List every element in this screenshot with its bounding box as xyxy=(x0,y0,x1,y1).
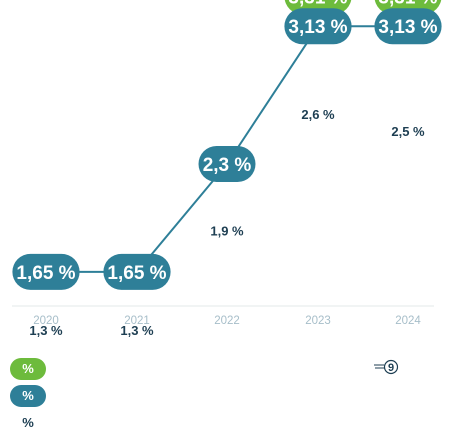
x-tick-label: 2023 xyxy=(305,315,331,327)
legend-text-dark: % xyxy=(22,415,34,430)
data-label: 3,13 % xyxy=(378,17,437,38)
series-line xyxy=(226,25,319,165)
data-label: 1,65 % xyxy=(16,263,75,284)
data-point-pill xyxy=(284,8,352,45)
data-label: 1,3 % xyxy=(29,323,63,338)
data-point-pill xyxy=(12,253,80,290)
legend-item-dark: % xyxy=(10,409,46,436)
data-label: 2,5 % xyxy=(391,124,425,139)
data-point-pill xyxy=(103,253,171,290)
data-label: 1,65 % xyxy=(107,263,166,284)
data-point-pill xyxy=(374,8,442,45)
data-label: 1,3 % xyxy=(120,323,154,338)
logo-glyph: 9 xyxy=(388,362,394,374)
data-point-pill xyxy=(198,146,256,182)
x-tick-label: 2022 xyxy=(214,315,240,327)
source-logo-icon: 9 xyxy=(374,359,399,375)
x-tick-label: 2021 xyxy=(124,315,150,327)
data-label: 3,31 % xyxy=(288,0,347,8)
data-label: 2,6 % xyxy=(301,107,335,122)
legend-swatch-blue: % xyxy=(10,384,46,407)
x-tick-label: 2024 xyxy=(395,315,421,327)
data-label: 2,3 % xyxy=(203,155,252,176)
data-label: 3,31 % xyxy=(378,0,437,8)
data-label: 3,13 % xyxy=(288,17,347,38)
x-tick-label: 2020 xyxy=(33,315,59,327)
legend-item-blue: % xyxy=(10,382,46,409)
legend: % % % xyxy=(10,355,46,436)
legend-item-green: % xyxy=(10,355,46,382)
data-label: 1,9 % xyxy=(210,223,244,238)
legend-swatch-green: % xyxy=(10,357,46,380)
